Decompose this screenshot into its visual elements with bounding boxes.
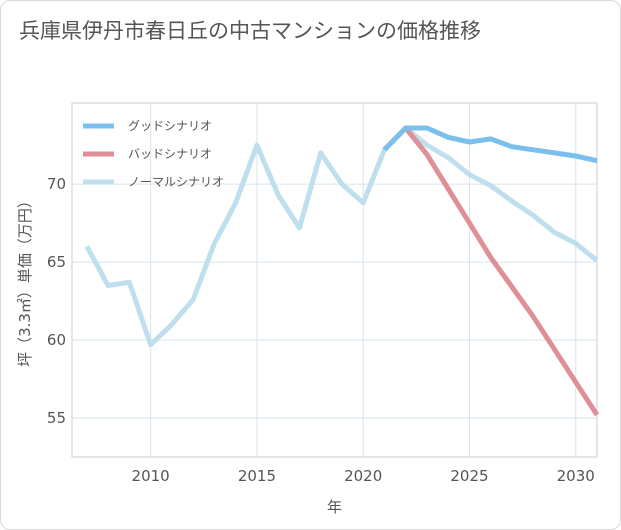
legend-label: ノーマルシナリオ (128, 175, 224, 189)
x-tick-label: 2030 (557, 467, 595, 485)
series-line-1 (382, 125, 600, 417)
legend-item[interactable]: バッドシナリオ (83, 147, 212, 161)
y-axis-title: 坪（3.3㎡）単価（万円） (16, 193, 34, 367)
legend-label: グッドシナリオ (128, 119, 212, 133)
x-tick-label: 2010 (132, 467, 170, 485)
x-tick-label: 2025 (450, 467, 488, 485)
y-tick-label: 60 (47, 331, 66, 349)
series-line-0 (382, 125, 598, 164)
x-tick-label: 2015 (238, 467, 276, 485)
series-line-2 (84, 125, 599, 348)
legend-item[interactable]: ノーマルシナリオ (83, 175, 224, 189)
x-axis-title: 年 (327, 498, 342, 516)
chart-title: 兵庫県伊丹市春日丘の中古マンションの価格推移 (19, 19, 481, 43)
series-lines (84, 125, 600, 417)
tick-labels: 2010 2015 2020 2025 2030 55 60 65 70 (47, 175, 595, 485)
legend-label: バッドシナリオ (128, 147, 212, 161)
x-tick-label: 2020 (344, 467, 382, 485)
grid (72, 103, 597, 457)
y-tick-label: 55 (47, 409, 66, 427)
y-tick-label: 65 (47, 253, 66, 271)
legend-item[interactable]: グッドシナリオ (83, 119, 212, 133)
y-tick-label: 70 (47, 175, 66, 193)
